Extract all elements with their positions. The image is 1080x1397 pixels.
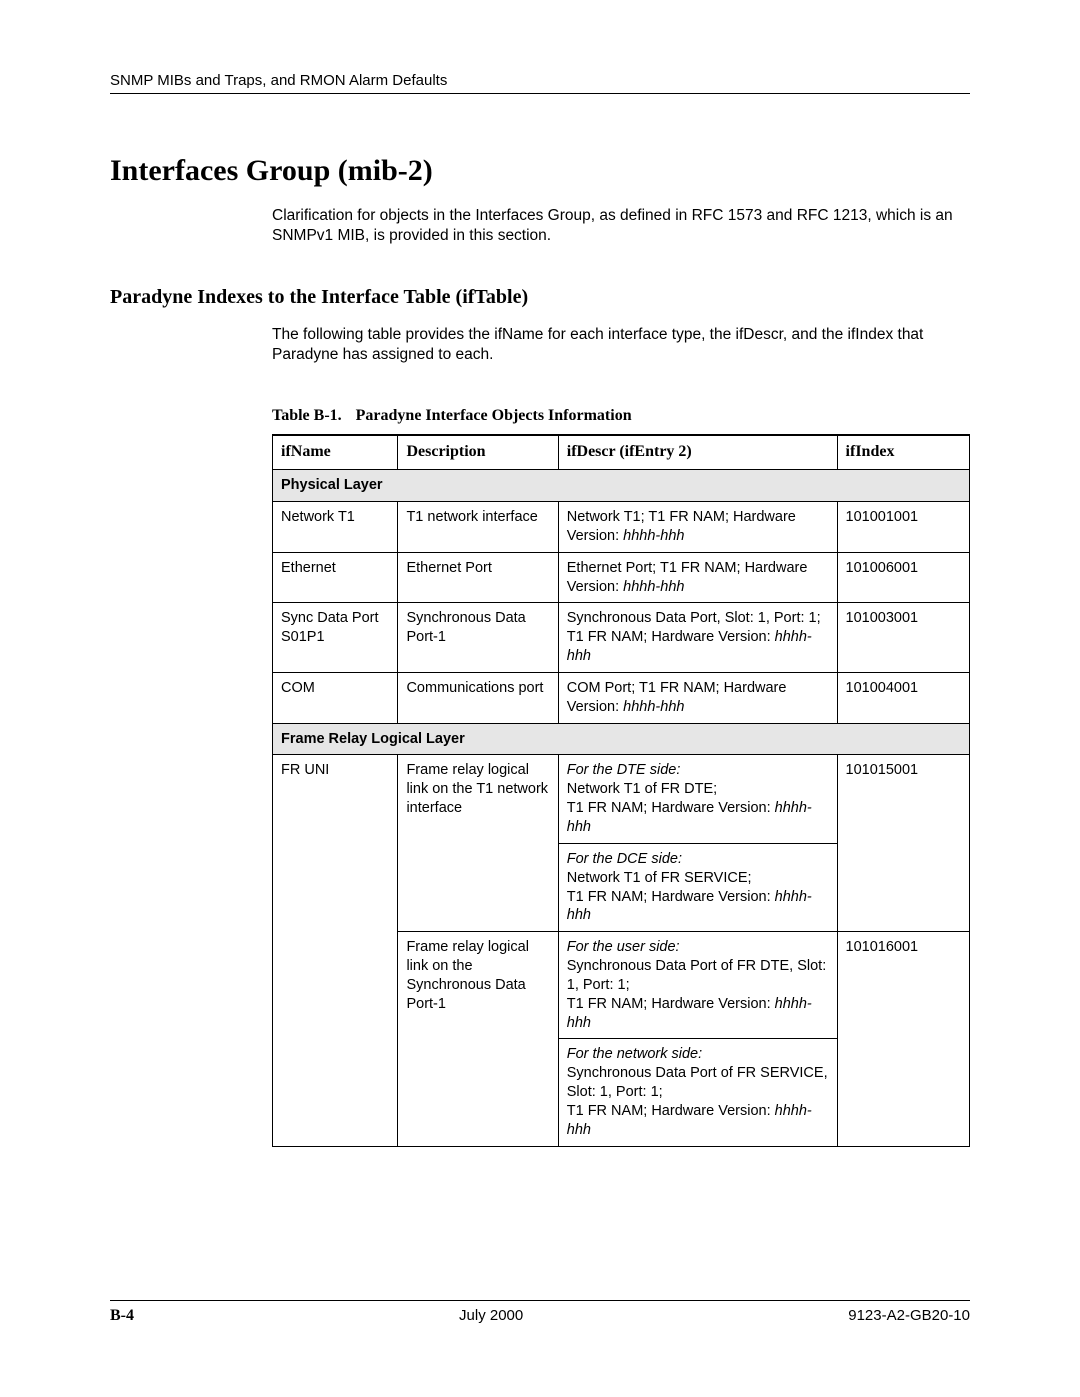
col-ifindex: ifIndex: [837, 435, 969, 469]
section-row-framerelay: Frame Relay Logical Layer: [273, 723, 970, 755]
table-header-row: ifName Description ifDescr (ifEntry 2) i…: [273, 435, 970, 469]
footer-row: B-4 July 2000 9123-A2-GB20-10: [110, 1307, 970, 1325]
cell-desc: T1 network interface: [398, 502, 558, 553]
col-ifname: ifName: [273, 435, 398, 469]
cell-ifdescr: For the DTE side: Network T1 of FR DTE; …: [558, 755, 837, 843]
cell-ifindex: 101001001: [837, 502, 969, 553]
page-footer: B-4 July 2000 9123-A2-GB20-10: [110, 1300, 970, 1325]
cell-ifdescr: For the network side: Synchronous Data P…: [558, 1039, 837, 1146]
table-row: Sync Data Port S01P1 Synchronous Data Po…: [273, 603, 970, 673]
table-caption-title: Paradyne Interface Objects Information: [356, 407, 632, 424]
cell-ifname: COM: [273, 672, 398, 723]
cell-ifname: Ethernet: [273, 552, 398, 603]
cell-ifdescr: Synchronous Data Port, Slot: 1, Port: 1;…: [558, 603, 837, 673]
section-row-physical: Physical Layer: [273, 470, 970, 502]
interface-table: ifName Description ifDescr (ifEntry 2) i…: [272, 434, 970, 1146]
cell-desc: Frame relay logical link on the Synchron…: [398, 932, 558, 1146]
cell-desc: Ethernet Port: [398, 552, 558, 603]
page: SNMP MIBs and Traps, and RMON Alarm Defa…: [0, 0, 1080, 1397]
intro-block: Clarification for objects in the Interfa…: [272, 206, 970, 246]
cell-ifdescr: For the DCE side: Network T1 of FR SERVI…: [558, 843, 837, 931]
section-label: Physical Layer: [273, 470, 970, 502]
section-label: Frame Relay Logical Layer: [273, 723, 970, 755]
cell-ifname: Network T1: [273, 502, 398, 553]
cell-ifindex: 101016001: [837, 932, 969, 1146]
cell-desc: Synchronous Data Port-1: [398, 603, 558, 673]
col-ifdescr: ifDescr (ifEntry 2): [558, 435, 837, 469]
cell-ifdescr: Network T1; T1 FR NAM; Hardware Version:…: [558, 502, 837, 553]
table-row: Network T1 T1 network interface Network …: [273, 502, 970, 553]
footer-date: July 2000: [459, 1307, 523, 1324]
cell-ifdescr: COM Port; T1 FR NAM; Hardware Version: h…: [558, 672, 837, 723]
col-description: Description: [398, 435, 558, 469]
cell-ifindex: 101015001: [837, 755, 969, 932]
cell-desc: Communications port: [398, 672, 558, 723]
sub-intro-paragraph: The following table provides the ifName …: [272, 325, 970, 365]
cell-ifindex: 101006001: [837, 552, 969, 603]
cell-ifdescr: Ethernet Port; T1 FR NAM; Hardware Versi…: [558, 552, 837, 603]
table-caption-number: Table B-1.: [272, 407, 342, 424]
sub-intro-block: The following table provides the ifName …: [272, 325, 970, 1146]
table-row: COM Communications port COM Port; T1 FR …: [273, 672, 970, 723]
cell-ifindex: 101004001: [837, 672, 969, 723]
cell-ifname: FR UNI: [273, 755, 398, 1146]
footer-page-number: B-4: [110, 1307, 134, 1325]
table-row: Ethernet Ethernet Port Ethernet Port; T1…: [273, 552, 970, 603]
table-caption: Table B-1. Paradyne Interface Objects Inf…: [272, 406, 970, 427]
running-header: SNMP MIBs and Traps, and RMON Alarm Defa…: [110, 72, 970, 89]
heading-1: Interfaces Group (mib-2): [110, 154, 970, 188]
heading-2: Paradyne Indexes to the Interface Table …: [110, 286, 970, 309]
cell-desc: Frame relay logical link on the T1 netwo…: [398, 755, 558, 932]
cell-ifdescr: For the user side: Synchronous Data Port…: [558, 932, 837, 1039]
cell-ifname: Sync Data Port S01P1: [273, 603, 398, 673]
header-rule: [110, 93, 970, 94]
footer-rule: [110, 1300, 970, 1301]
footer-docid: 9123-A2-GB20-10: [848, 1307, 970, 1324]
cell-ifindex: 101003001: [837, 603, 969, 673]
intro-paragraph: Clarification for objects in the Interfa…: [272, 206, 970, 246]
table-row: FR UNI Frame relay logical link on the T…: [273, 755, 970, 843]
